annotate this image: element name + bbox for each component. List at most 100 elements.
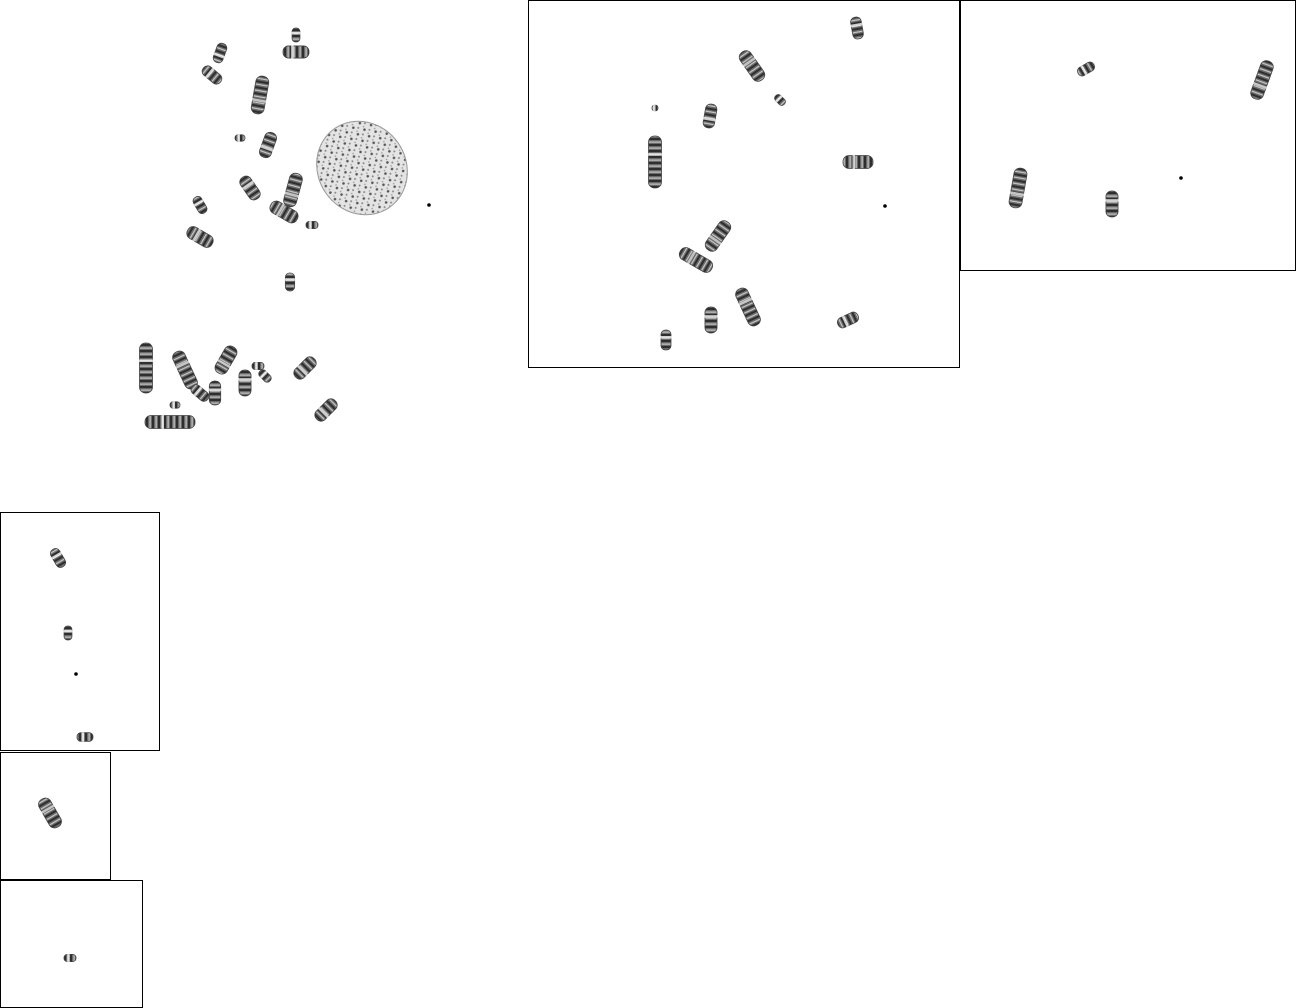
chromosome-body: [250, 75, 270, 115]
chromosome-body: [208, 380, 222, 406]
centromere: [309, 220, 312, 230]
centromere: [238, 378, 252, 381]
centromere: [208, 388, 222, 391]
chromosome: [282, 45, 310, 59]
chromosome: [774, 94, 786, 106]
centromere: [1080, 65, 1088, 76]
centromere: [255, 361, 258, 371]
chromosome: [704, 220, 732, 252]
centromere: [1009, 191, 1025, 197]
centromere: [738, 297, 753, 306]
centromere: [259, 370, 268, 379]
nucleus: [316, 120, 408, 216]
chromosome-body: [702, 103, 718, 129]
chromosome: [139, 342, 153, 394]
chromosome: [190, 384, 210, 402]
chromosome-body: [836, 311, 860, 329]
centromere: [193, 386, 203, 397]
chromosome: [169, 401, 181, 409]
chromosome-body: [1105, 190, 1119, 218]
centromere: [67, 953, 70, 963]
chromosome-body: [305, 221, 319, 229]
chromosome: [283, 172, 303, 208]
chromosome: [648, 135, 662, 189]
chromosome: [212, 42, 228, 64]
chromosome-body: [139, 342, 153, 394]
chromosome: [63, 953, 77, 963]
chromosome-body: [660, 329, 672, 351]
centromere: [284, 278, 296, 281]
chromosome-body: [774, 94, 786, 106]
chromosome: [208, 380, 222, 406]
centromere: [704, 315, 718, 318]
centromere: [213, 52, 225, 59]
chromosome-body: [258, 369, 272, 383]
chromosome: [238, 369, 252, 397]
chromosome-body: [704, 306, 718, 334]
centromere: [775, 95, 783, 103]
chromosome: [63, 625, 73, 641]
centromere: [317, 407, 329, 419]
chromosome: [239, 175, 261, 201]
centromere: [660, 336, 672, 339]
centromere: [175, 360, 190, 369]
chromosome-body: [1250, 60, 1274, 100]
chromosome-body: [190, 384, 210, 402]
chromosome: [192, 196, 208, 214]
chromosome: [704, 306, 718, 334]
chromosome-body: [1008, 167, 1028, 209]
chromosome: [314, 398, 338, 422]
chromosome: [1105, 190, 1119, 218]
chromosome-body: [738, 50, 766, 82]
chromosome: [49, 548, 67, 568]
centromere: [204, 67, 215, 79]
chromosome-body: [293, 356, 317, 380]
chromosome-body: [251, 362, 265, 370]
centromere: [291, 45, 294, 59]
centromere: [217, 359, 231, 369]
centromere: [51, 551, 63, 560]
centromere: [1105, 199, 1119, 202]
chromosome-body: [63, 625, 73, 641]
centromere: [284, 191, 299, 198]
chromosome-body: [735, 287, 761, 327]
chromosome: [251, 361, 265, 371]
centromere: [653, 104, 656, 112]
debris: [74, 672, 78, 676]
chromosome-body: [282, 45, 310, 59]
chromosome: [259, 131, 277, 159]
chromosome: [305, 220, 319, 230]
centromere: [703, 116, 716, 122]
chromosome: [291, 27, 301, 43]
debris: [883, 204, 887, 208]
chromosome: [850, 16, 864, 40]
debris: [427, 203, 431, 207]
centromere: [139, 359, 153, 362]
centromere: [841, 315, 849, 328]
chromosome-body: [648, 135, 662, 189]
chromosome: [76, 732, 94, 742]
chromosome: [1008, 167, 1028, 209]
chromosome: [678, 247, 714, 273]
debris: [1179, 176, 1183, 180]
centromere: [237, 134, 240, 142]
chromosome: [258, 369, 272, 383]
centromere: [161, 415, 164, 429]
chromosome-body: [284, 272, 296, 292]
chromosome-body: [214, 345, 238, 375]
centromere: [193, 199, 204, 207]
chromosome-body: [192, 196, 208, 214]
chromosome-body: [238, 369, 252, 397]
centromere: [251, 97, 267, 103]
chromosome: [214, 345, 238, 375]
centromere: [850, 22, 863, 28]
centromere: [172, 401, 175, 409]
chromosome-body: [63, 954, 77, 962]
chromosome-body: [678, 247, 714, 273]
chromosome-body: [842, 155, 874, 169]
centromere: [192, 228, 202, 242]
centromere: [81, 732, 85, 742]
centromere: [275, 203, 285, 217]
